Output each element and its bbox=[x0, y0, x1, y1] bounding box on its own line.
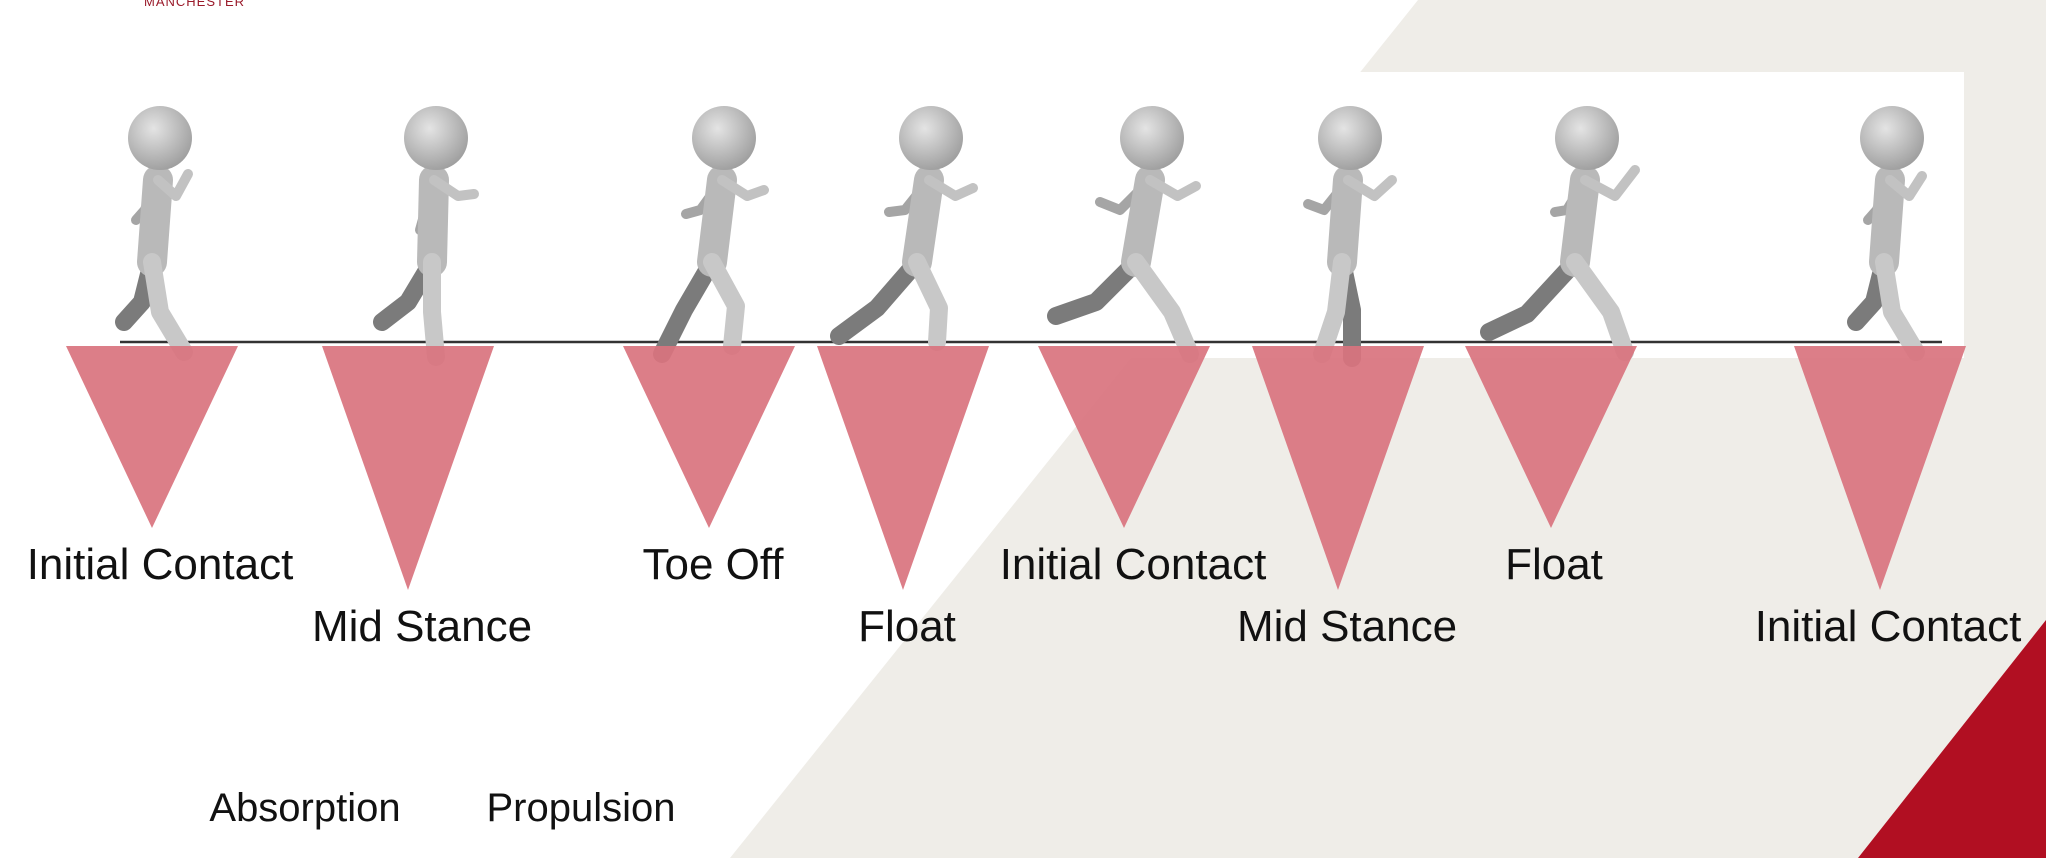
phase-label-initial-contact-3: Initial Contact bbox=[1754, 602, 2022, 651]
runner-figure bbox=[1303, 106, 1397, 367]
phase-marker-triangle bbox=[1252, 346, 1424, 590]
runner-figure bbox=[830, 106, 978, 351]
phase-label-mid-stance-2: Mid Stance bbox=[1236, 602, 1458, 651]
phase-marker-triangle bbox=[66, 346, 238, 528]
phase-marker-triangle bbox=[322, 346, 494, 590]
runner-figure bbox=[1047, 106, 1201, 363]
phase-marker-triangle bbox=[1465, 346, 1637, 528]
runner-figure bbox=[1847, 106, 1927, 361]
runner-figure bbox=[373, 106, 479, 366]
phase-label-toe-off: Toe Off bbox=[642, 540, 784, 589]
university-logo-text: MANCHESTER bbox=[144, 0, 246, 9]
phase-group-propulsion: Propulsion bbox=[486, 786, 676, 830]
phase-label-float-1: Float bbox=[858, 602, 956, 651]
phase-marker-triangle bbox=[623, 346, 795, 528]
phase-label-mid-stance-1: Mid Stance bbox=[311, 602, 533, 651]
phase-marker-triangle bbox=[1794, 346, 1966, 590]
red-corner-accent bbox=[1858, 620, 2046, 858]
phase-label-initial-contact-2: Initial Contact bbox=[999, 540, 1267, 589]
phase-label-float-2: Float bbox=[1505, 540, 1603, 589]
phase-marker-triangle bbox=[1038, 346, 1210, 528]
phase-label-initial-contact-1: Initial Contact bbox=[26, 540, 294, 589]
runner-figure bbox=[1480, 106, 1640, 361]
phase-marker-triangle bbox=[817, 346, 989, 590]
runner-figure bbox=[653, 106, 769, 363]
phase-group-absorption: Absorption bbox=[209, 786, 401, 830]
runner-figure bbox=[115, 106, 193, 361]
